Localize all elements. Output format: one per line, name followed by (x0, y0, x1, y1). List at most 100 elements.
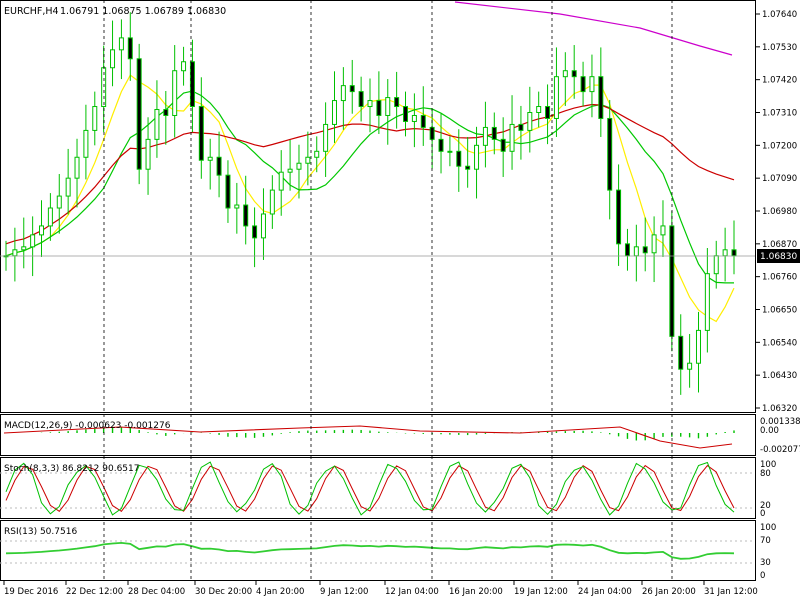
price-tick-label: 1.07530 (762, 43, 797, 53)
candle-body (562, 70, 568, 78)
time-axis-label: 19 Jan 12:00 (514, 587, 568, 597)
candle-body (252, 225, 258, 239)
current-price-value: 1.06830 (760, 252, 797, 262)
candle-body (713, 255, 719, 275)
price-tick-label: 1.06980 (762, 207, 797, 217)
time-axis-label: 9 Jan 12:00 (320, 587, 368, 597)
candle-body (580, 76, 586, 93)
candle-body (278, 171, 284, 191)
candle-body (340, 85, 346, 102)
ma-long-line (454, 1, 733, 56)
stoch-indicator (0, 461, 755, 516)
time-axis: 19 Dec 2016 22 Dec 12:00 28 Dec 04:00 30 De… (3, 580, 758, 597)
candle-body (189, 61, 195, 108)
candle-body (527, 112, 533, 131)
candle-body (438, 138, 444, 152)
candle-body (154, 109, 160, 140)
price-tick-label: 1.07310 (762, 109, 797, 119)
rsi-line (5, 541, 735, 560)
candle-body (695, 329, 701, 364)
period-separators (103, 0, 673, 580)
candle-body (411, 114, 417, 122)
candle-body (305, 156, 311, 164)
rsi-pane[interactable] (0, 520, 756, 581)
stoch-signal-line (5, 464, 735, 512)
stoch-tick-100: 100 (760, 460, 776, 470)
candle-body (465, 165, 471, 170)
candle-body (403, 106, 409, 122)
time-axis-label: 12 Jan 04:00 (385, 587, 439, 597)
macd-tick-mid: 0.00 (760, 426, 779, 436)
candle-body (598, 76, 604, 119)
candle-body (216, 156, 222, 176)
stoch-tick-80: 80 (760, 469, 771, 479)
candle-body (296, 162, 302, 170)
candle-body (181, 61, 187, 72)
candle-body (420, 114, 426, 128)
candle-body (314, 150, 320, 158)
candle-body (367, 100, 373, 108)
price-tick-label: 1.06760 (762, 273, 797, 283)
candle-body (394, 97, 400, 108)
rsi-tick-30: 30 (760, 558, 771, 568)
candle-body (243, 204, 249, 227)
candle-body (687, 362, 693, 370)
price-tick-label: 1.07420 (762, 76, 797, 86)
rsi-tick-100: 100 (760, 523, 776, 533)
candle-body (518, 123, 524, 131)
macd-tick-top: 0.001338 (760, 417, 800, 427)
candle-body (127, 37, 133, 60)
candle-body (642, 246, 648, 254)
time-axis-label: 4 Jan 20:00 (256, 587, 304, 597)
ohlc-readout: 1.06791 1.06875 1.06789 1.06830 (60, 6, 226, 17)
stoch-main-line (5, 461, 735, 516)
rsi-tick-70: 70 (760, 536, 771, 546)
rsi-label: RSI(13) 50.7516 (4, 527, 77, 537)
candle-body (260, 213, 266, 239)
rsi-tick-0: 0 (760, 571, 765, 581)
candle-body (385, 97, 391, 116)
candle-body (589, 76, 595, 93)
time-axis-label: 22 Dec 12:00 (66, 587, 123, 597)
candle-body (172, 70, 178, 116)
candle-body (349, 85, 355, 93)
candle-body (482, 126, 488, 146)
candle-body (92, 106, 98, 131)
candle-body (269, 189, 275, 215)
price-tick-label: 1.06650 (762, 306, 797, 316)
candle-body (163, 109, 169, 116)
time-axis-label: 28 Dec 04:00 (128, 587, 185, 597)
price-tick-label: 1.07200 (762, 141, 797, 151)
current-price-tag (757, 249, 800, 263)
candle-body (456, 150, 462, 167)
time-axis-label: 26 Jan 20:00 (642, 587, 696, 597)
price-tick-label: 1.06540 (762, 338, 797, 348)
candle-body (118, 37, 124, 51)
candle-body (651, 234, 657, 254)
candle-body (39, 225, 45, 236)
macd-pane[interactable] (0, 414, 756, 456)
time-axis-label: 30 Dec 20:00 (195, 587, 252, 597)
candle-body (500, 138, 506, 152)
price-tick-label: 1.07640 (762, 10, 797, 20)
stoch-label: Stoch(8,3,3) 86.8212 90.6517 (4, 464, 139, 474)
macd-indicator (3, 425, 735, 449)
candle-body (358, 91, 364, 108)
candle-body (21, 246, 27, 251)
price-pane[interactable] (0, 0, 756, 413)
candle-body (323, 123, 329, 152)
stoch-tick-0: 0 (760, 509, 765, 519)
time-axis-label: 19 Dec 2016 (4, 587, 58, 597)
price-tick-label: 1.07090 (762, 174, 797, 184)
candle-body (110, 49, 116, 69)
price-tick-label: 1.06870 (762, 240, 797, 250)
candle-body (633, 246, 639, 257)
candle-body (12, 249, 18, 257)
candle-body (731, 249, 737, 257)
candle-body (616, 189, 622, 245)
macd-tick-bottom: -0.002077 (760, 445, 800, 455)
candle-body (198, 106, 204, 161)
candle-body (491, 126, 497, 140)
